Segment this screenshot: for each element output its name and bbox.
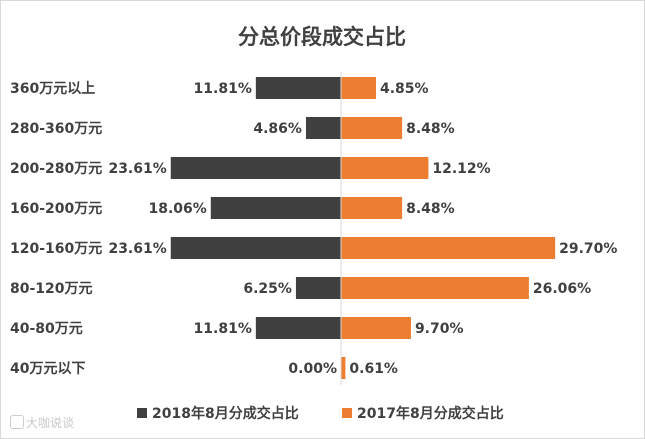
watermark-text: 大咖说谈 — [26, 416, 75, 430]
bar-2017 — [341, 237, 556, 259]
category-label: 40万元以下 — [10, 361, 85, 377]
bar-2018 — [255, 77, 341, 99]
category-label: 40-80万元 — [10, 321, 83, 337]
data-label-2017: 29.70% — [559, 241, 617, 257]
category-label: 280-360万元 — [10, 121, 102, 137]
bar-2018 — [210, 197, 341, 219]
category-label: 200-280万元 — [10, 161, 102, 177]
bars — [170, 77, 556, 379]
data-label-2018: 4.86% — [253, 121, 302, 137]
bar-2018 — [255, 317, 341, 339]
bar-2017 — [341, 157, 429, 179]
bar-2018 — [295, 277, 341, 299]
category-label: 160-200万元 — [10, 201, 102, 217]
data-label-2017: 8.48% — [406, 201, 455, 217]
data-label-2018: 23.61% — [108, 241, 166, 257]
data-label-2018: 11.81% — [194, 321, 252, 337]
category-label: 120-160万元 — [10, 241, 102, 257]
data-label-2017: 9.70% — [415, 321, 464, 337]
data-label-2017: 8.48% — [406, 121, 455, 137]
category-label: 360万元以上 — [10, 81, 95, 97]
data-label-2018: 18.06% — [148, 201, 206, 217]
category-label: 80-120万元 — [10, 281, 93, 297]
legend-label-2018: 2018年8月分成交占比 — [152, 405, 299, 422]
data-label-2018: 6.25% — [243, 281, 292, 297]
data-label-2017: 26.06% — [533, 281, 591, 297]
watermark: 大咖说谈 — [10, 414, 74, 431]
watermark-logo-icon — [10, 415, 24, 429]
legend-swatch-2018 — [137, 408, 147, 418]
bar-2017 — [341, 77, 376, 99]
chart-title: 分总价段成交占比 — [238, 25, 406, 49]
data-label-2018: 0.00% — [288, 361, 337, 377]
category-labels: 360万元以上 280-360万元 200-280万元 160-200万元 120-16… — [10, 81, 102, 377]
legend-label-2017: 2017年8月分成交占比 — [357, 405, 504, 422]
bar-2018 — [170, 237, 341, 259]
bar-2017 — [341, 357, 346, 379]
bar-2017 — [341, 317, 411, 339]
bar-2018 — [305, 117, 341, 139]
data-label-2017: 12.12% — [432, 161, 490, 177]
data-label-2018: 11.81% — [194, 81, 252, 97]
legend: 2018年8月分成交占比 2017年8月分成交占比 — [137, 405, 504, 422]
bar-2017 — [341, 117, 403, 139]
bar-2018 — [170, 157, 341, 179]
bar-2017 — [341, 197, 403, 219]
data-label-2017: 4.85% — [380, 81, 429, 97]
data-label-2017: 0.61% — [349, 361, 398, 377]
data-label-2018: 23.61% — [108, 161, 166, 177]
legend-swatch-2017 — [342, 408, 352, 418]
bar-2017 — [341, 277, 529, 299]
data-labels: 11.81% 4.86% 23.61% 18.06% 23.61% 6.25% 11.81%… — [108, 81, 617, 377]
